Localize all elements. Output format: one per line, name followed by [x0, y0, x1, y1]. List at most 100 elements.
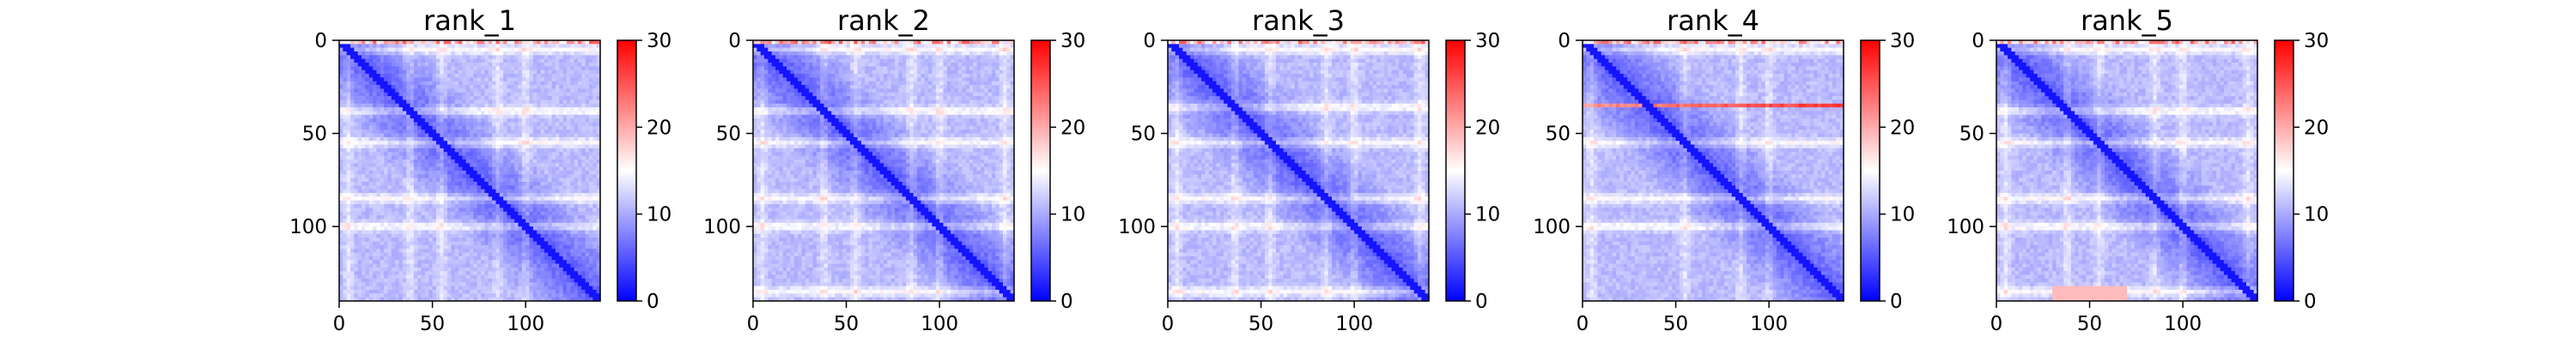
- heatmap-cell: [541, 55, 545, 59]
- heatmap-cell: [343, 185, 347, 190]
- heatmap-cell: [444, 212, 448, 216]
- heatmap-cell: [492, 81, 496, 86]
- heatmap-cell: [526, 230, 530, 234]
- heatmap-cell: [384, 93, 388, 97]
- heatmap-cell: [451, 93, 455, 97]
- heatmap-cell: [589, 212, 593, 216]
- heatmap-cell: [574, 141, 579, 145]
- heatmap-cell: [586, 234, 590, 238]
- heatmap-cell: [581, 44, 586, 48]
- heatmap-cell: [361, 123, 366, 127]
- heatmap-cell: [428, 107, 433, 111]
- heatmap-cell: [511, 93, 515, 97]
- heatmap-cell: [365, 55, 369, 59]
- heatmap-cell: [548, 59, 552, 63]
- heatmap-cell: [484, 238, 489, 242]
- heatmap-cell: [433, 156, 437, 160]
- heatmap-cell: [477, 156, 482, 160]
- heatmap-cell: [451, 118, 455, 123]
- heatmap-cell: [570, 204, 574, 208]
- heatmap-cell: [343, 286, 347, 291]
- heatmap-cell: [537, 185, 541, 190]
- heatmap-cell: [541, 85, 545, 89]
- heatmap-cell: [548, 279, 552, 283]
- heatmap-cell: [373, 70, 377, 75]
- heatmap-cell: [470, 156, 474, 160]
- heatmap-cell: [343, 268, 347, 272]
- heatmap-cell: [406, 96, 410, 100]
- heatmap-cell: [578, 126, 582, 130]
- heatmap-cell: [403, 174, 407, 178]
- heatmap-cell: [541, 145, 545, 149]
- heatmap-cell: [444, 230, 448, 234]
- heatmap-cell: [440, 96, 444, 100]
- heatmap-cell: [436, 171, 440, 175]
- heatmap-cell: [459, 51, 463, 56]
- heatmap-cell: [451, 99, 455, 104]
- heatmap-cell: [361, 190, 366, 194]
- heatmap-cell: [403, 93, 407, 97]
- heatmap-cell: [376, 134, 380, 138]
- heatmap-cell: [462, 286, 466, 291]
- heatmap-cell: [570, 115, 574, 119]
- heatmap-cell: [522, 230, 526, 234]
- heatmap-cell: [466, 256, 471, 261]
- heatmap-cell: [541, 223, 545, 227]
- heatmap-cell: [473, 44, 477, 48]
- heatmap-cell: [526, 245, 530, 250]
- heatmap-cell: [507, 245, 511, 250]
- heatmap-cell: [384, 171, 388, 175]
- heatmap-cell: [422, 145, 426, 149]
- heatmap-cell: [369, 66, 374, 70]
- heatmap-cell: [492, 223, 496, 227]
- heatmap-cell: [395, 178, 399, 183]
- heatmap-cell: [350, 66, 355, 70]
- heatmap-cell: [422, 129, 426, 134]
- heatmap-cell: [384, 201, 388, 205]
- heatmap-cell: [406, 104, 410, 108]
- heatmap-cell: [556, 245, 560, 250]
- heatmap-cell: [477, 137, 482, 141]
- heatmap-cell: [481, 134, 485, 138]
- heatmap-cell: [361, 96, 366, 100]
- heatmap-cell: [529, 96, 533, 100]
- heatmap-cell: [492, 126, 496, 130]
- heatmap-cell: [495, 193, 500, 197]
- heatmap-cell: [533, 48, 538, 52]
- heatmap-cell: [354, 123, 358, 127]
- heatmap-cell: [578, 104, 582, 108]
- heatmap-cell: [350, 212, 355, 216]
- heatmap-cell: [586, 245, 590, 250]
- heatmap-cell: [522, 264, 526, 268]
- heatmap-cell: [462, 178, 466, 183]
- heatmap-cell: [563, 223, 568, 227]
- heatmap-cell: [462, 204, 466, 208]
- heatmap-cell: [451, 59, 455, 63]
- heatmap-cell: [350, 137, 355, 141]
- heatmap-cell: [417, 55, 422, 59]
- heatmap-cell: [495, 256, 500, 261]
- heatmap-cell: [570, 59, 574, 63]
- heatmap-cell: [358, 171, 362, 175]
- heatmap-cell: [559, 234, 563, 238]
- heatmap-cell: [398, 226, 403, 231]
- heatmap-cell: [567, 167, 571, 172]
- heatmap-cell: [578, 96, 582, 100]
- heatmap-cell: [529, 212, 533, 216]
- heatmap-cell: [581, 238, 586, 242]
- heatmap-cell: [563, 156, 568, 160]
- heatmap-cell: [503, 249, 507, 253]
- heatmap-cell: [500, 148, 504, 153]
- heatmap-cell: [507, 156, 511, 160]
- heatmap-cell: [350, 104, 355, 108]
- heatmap-cell: [522, 242, 526, 246]
- heatmap-cell: [361, 268, 366, 272]
- heatmap-cell: [451, 163, 455, 167]
- heatmap-cell: [376, 245, 380, 250]
- heatmap-cell: [500, 242, 504, 246]
- heatmap-cell: [500, 74, 504, 78]
- heatmap-cell: [578, 275, 582, 280]
- heatmap-cell: [518, 208, 522, 212]
- heatmap-cell: [492, 148, 496, 153]
- heatmap-cell: [586, 253, 590, 257]
